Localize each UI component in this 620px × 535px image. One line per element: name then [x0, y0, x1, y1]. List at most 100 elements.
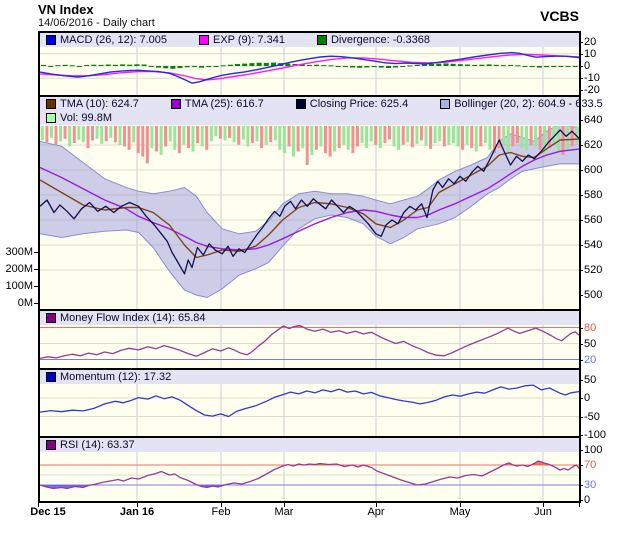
- momentum-swatch: [46, 372, 56, 382]
- legend-label: MACD (26, 12): 7.005: [60, 34, 167, 46]
- price-legend-row2: Vol: 99.8M: [40, 111, 579, 125]
- axis-tick-label: 600: [584, 164, 603, 176]
- axis-tick: [579, 42, 583, 43]
- momentum-panel: Momentum (12): 17.32: [38, 368, 581, 438]
- legend-item-rsi: RSI (14): 63.37: [46, 439, 135, 451]
- axis-tick: [34, 269, 38, 270]
- axis-tick: [579, 344, 583, 345]
- axis-tick: [543, 503, 544, 507]
- macd-panel: MACD (26, 12): 7.005 EXP (9): 7.341 Dive…: [38, 31, 581, 97]
- axis-tick: [579, 145, 583, 146]
- axis-tick: [34, 303, 38, 304]
- close-swatch: [295, 99, 306, 109]
- axis-tick: [38, 503, 39, 507]
- axis-tick: [579, 295, 583, 296]
- axis-tick-label: Apr: [367, 506, 385, 518]
- axis-tick: [579, 450, 583, 451]
- axis-tick: [34, 286, 38, 287]
- axis-tick: [579, 245, 583, 246]
- axis-tick-label: 540: [584, 239, 603, 251]
- legend-label: Closing Price: 625.4: [309, 98, 409, 110]
- legend-label: Momentum (12): 17.32: [60, 371, 172, 383]
- axis-tick-label: 300M: [5, 246, 33, 258]
- axis-tick-label: 200M: [5, 263, 33, 275]
- axis-tick: [579, 485, 583, 486]
- axis-tick-label: 10: [584, 48, 597, 60]
- mfi-swatch: [46, 313, 56, 323]
- axis-tick-label: 20: [584, 354, 597, 366]
- axis-tick-label: 50: [584, 374, 597, 386]
- rsi-panel: RSI (14): 63.37: [38, 436, 581, 503]
- mfi-legend: Money Flow Index (14): 65.84: [40, 311, 579, 325]
- legend-item-tma10: TMA (10): 624.7: [46, 98, 139, 110]
- price-plot[interactable]: [40, 126, 579, 309]
- legend-item-exp: EXP (9): 7.341: [199, 34, 285, 46]
- axis-tick: [284, 503, 285, 507]
- chart-subtitle: 14/06/2016 - Daily chart: [38, 17, 155, 29]
- axis-tick: [579, 270, 583, 271]
- axis-tick: [579, 54, 583, 55]
- rsi-swatch: [46, 440, 56, 450]
- axis-tick-label: 520: [584, 264, 603, 276]
- axis-tick-label: 0: [584, 392, 591, 404]
- axis-tick: [579, 195, 583, 196]
- legend-label: TMA (25): 616.7: [184, 98, 264, 110]
- axis-tick: [579, 78, 583, 79]
- legend-item-tma25: TMA (25): 616.7: [170, 98, 264, 110]
- divergence-swatch: [316, 35, 327, 45]
- volume-swatch: [46, 113, 56, 123]
- axis-tick-label: 30: [584, 479, 597, 491]
- axis-tick: [579, 360, 583, 361]
- macd-swatch: [46, 35, 56, 45]
- axis-tick-label: 500: [584, 289, 603, 301]
- axis-tick: [137, 503, 138, 507]
- axis-tick: [579, 465, 583, 466]
- page-title: VN Index: [38, 2, 94, 17]
- axis-tick: [460, 503, 461, 507]
- legend-item-macd: MACD (26, 12): 7.005: [46, 34, 167, 46]
- macd-plot[interactable]: [40, 47, 579, 95]
- axis-tick: [579, 503, 580, 507]
- legend-label: Vol: 99.8M: [60, 112, 112, 124]
- legend-label: Bollinger (20, 2): 604.9 - 633.5: [454, 98, 603, 110]
- price-legend: TMA (10): 624.7 TMA (25): 616.7 Closing …: [40, 97, 603, 126]
- axis-tick-label: 0: [584, 494, 591, 506]
- rsi-plot[interactable]: [40, 452, 579, 501]
- axis-tick: [579, 120, 583, 121]
- axis-tick-label: 560: [584, 214, 603, 226]
- axis-tick: [579, 328, 583, 329]
- axis-tick-label: 100M: [5, 280, 33, 292]
- axis-tick: [221, 503, 222, 507]
- axis-tick: [579, 66, 583, 67]
- legend-item-momentum: Momentum (12): 17.32: [46, 371, 171, 383]
- axis-tick-label: 640: [584, 114, 603, 126]
- tma25-swatch: [170, 99, 181, 109]
- legend-label: EXP (9): 7.341: [213, 34, 285, 46]
- axis-tick: [579, 417, 583, 418]
- axis-tick-label: 80: [584, 322, 597, 334]
- axis-tick-label: 0M: [17, 297, 33, 309]
- axis-tick-label: 100: [584, 444, 603, 456]
- axis-tick-label: 20: [584, 36, 597, 48]
- tma10-swatch: [46, 99, 56, 109]
- legend-item-divergence: Divergence: -0.3368: [316, 34, 431, 46]
- bollinger-swatch: [440, 99, 451, 109]
- macd-legend: MACD (26, 12): 7.005 EXP (9): 7.341 Dive…: [40, 33, 579, 47]
- axis-tick-label: 70: [584, 459, 597, 471]
- rsi-legend: RSI (14): 63.37: [40, 438, 579, 452]
- legend-label: Divergence: -0.3368: [330, 34, 431, 46]
- axis-tick-label: Dec 15: [30, 506, 66, 518]
- momentum-plot[interactable]: [40, 384, 579, 436]
- mfi-plot[interactable]: [40, 325, 579, 368]
- mfi-panel: Money Flow Index (14): 65.84: [38, 309, 581, 370]
- axis-tick: [579, 398, 583, 399]
- axis-tick-label: -50: [584, 411, 600, 423]
- axis-tick-label: 580: [584, 189, 603, 201]
- axis-tick: [376, 503, 377, 507]
- legend-item-close: Closing Price: 625.4: [295, 98, 409, 110]
- axis-tick: [579, 380, 583, 381]
- price-legend-row1: TMA (10): 624.7 TMA (25): 616.7 Closing …: [40, 97, 603, 111]
- axis-tick-label: -20: [584, 84, 600, 96]
- axis-tick-label: Jan 16: [119, 506, 155, 518]
